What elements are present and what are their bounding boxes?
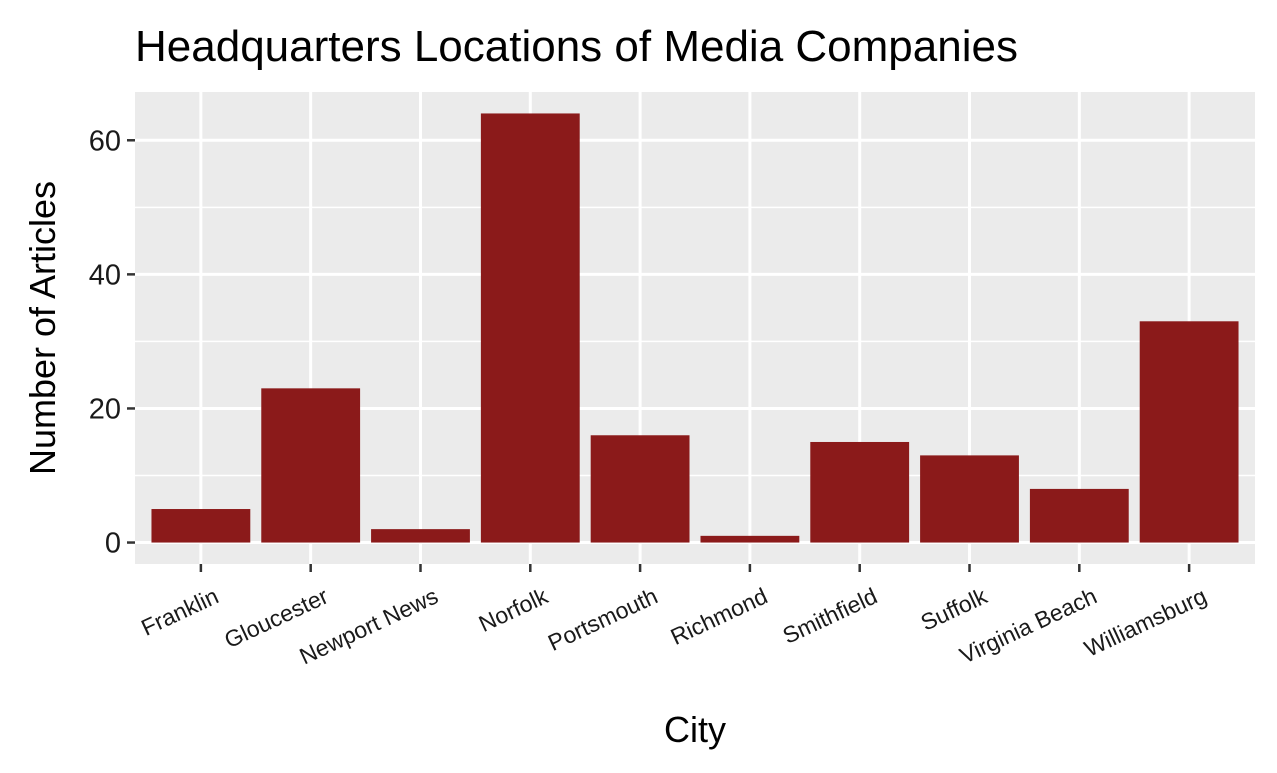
bar: [810, 441, 910, 543]
bar: [1139, 321, 1239, 543]
y-tick-label: 60: [89, 125, 121, 157]
bar: [371, 529, 470, 543]
bar: [480, 113, 580, 543]
x-tick-label: Franklin: [137, 583, 222, 641]
bars: [151, 113, 1239, 543]
x-tick-label: Richmond: [666, 583, 771, 650]
x-tick-label: Norfolk: [475, 582, 552, 637]
bar: [590, 435, 690, 543]
y-axis: 0 20 40 60: [89, 125, 135, 560]
x-tick-label: Smithfield: [779, 583, 882, 649]
y-tick-label: 40: [89, 259, 121, 291]
x-tick-label: Williamsburg: [1080, 583, 1210, 662]
bar: [1029, 488, 1129, 543]
bar: [700, 535, 800, 543]
y-tick-label: 0: [105, 528, 121, 560]
y-axis-title: Number of Articles: [22, 181, 63, 475]
y-tick-label: 20: [89, 393, 121, 425]
bar: [261, 388, 361, 543]
bar: [151, 509, 251, 543]
bar: [920, 455, 1019, 543]
x-tick-label: Portsmouth: [544, 583, 662, 656]
x-axis-title: City: [664, 709, 726, 750]
x-tick-label: Suffolk: [917, 582, 992, 635]
chart-title: Headquarters Locations of Media Companie…: [135, 22, 1018, 71]
